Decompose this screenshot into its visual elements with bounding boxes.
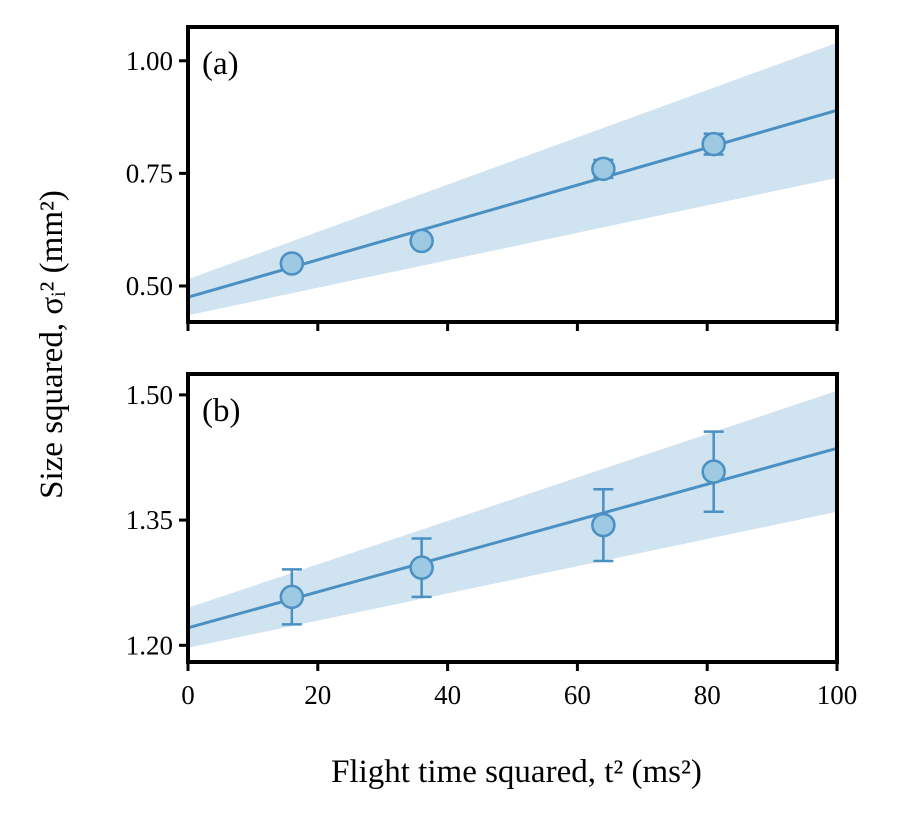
y-tick-label-a: 0.50: [126, 271, 173, 301]
y-tick-label-a: 1.00: [126, 46, 173, 76]
data-point-b-1: [279, 584, 305, 610]
panel-frame-b: [186, 372, 839, 664]
y-tick-label-b: 1.50: [126, 380, 173, 410]
x-tick-label: 80: [694, 680, 721, 710]
x-tick-label: 100: [817, 680, 858, 710]
panel-label-a: (a): [202, 46, 239, 82]
x-tick-label: 20: [304, 680, 331, 710]
data-point-b-2: [409, 555, 434, 580]
panel-label-b: (b): [202, 393, 240, 429]
y-tick-label-b: 1.20: [126, 630, 173, 660]
x-tick-label: 60: [564, 680, 591, 710]
y-tick-label-a: 0.75: [126, 158, 173, 188]
data-point-a-4: [701, 131, 726, 157]
data-point-a-1: [279, 251, 305, 276]
confidence-band-b: [188, 390, 837, 648]
y-tick-label-b: 1.35: [126, 505, 173, 535]
panel-frame-a: [186, 25, 839, 324]
data-point-a-3: [591, 156, 616, 182]
x-tick-label: 0: [181, 680, 195, 710]
x-tick-label: 40: [434, 680, 461, 710]
x-axis-title: Flight time squared, t² (ms²): [331, 754, 702, 790]
confidence-band-a: [188, 42, 837, 316]
data-point-b-4: [701, 459, 726, 484]
y-axis-title: Size squared, σᵢ² (mm²): [34, 190, 70, 499]
data-point-a-2: [409, 228, 434, 254]
data-point-b-3: [591, 512, 616, 538]
